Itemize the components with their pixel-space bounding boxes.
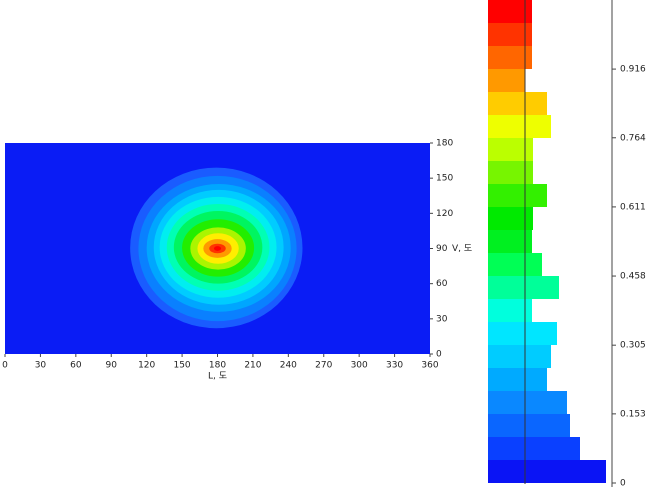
histogram-bar [488, 46, 532, 69]
x-tick-label: 90 [106, 361, 118, 371]
x-tick-label: 210 [244, 361, 261, 371]
x-tick-label: 270 [315, 361, 332, 371]
histogram-bar [488, 69, 525, 92]
histogram-bar [488, 299, 532, 322]
y-tick-label: 0.611 [620, 202, 646, 212]
x-tick-label: 30 [35, 361, 47, 371]
x-tick-label: 150 [173, 361, 190, 371]
x-tick-label: 360 [421, 361, 438, 371]
histogram-bar [488, 253, 542, 276]
y-tick-label: 0.764 [620, 133, 646, 143]
histogram-bar [488, 345, 551, 368]
histogram-bar [488, 368, 547, 391]
y-tick-label: 180 [436, 139, 453, 149]
histogram-bar [488, 230, 532, 253]
histogram-bar [488, 414, 570, 437]
y-tick-label: 0 [620, 479, 626, 488]
x-tick-label: 330 [386, 361, 403, 371]
y-tick-label: 90 [436, 244, 448, 254]
x-axis-label: L, 도 [208, 372, 227, 382]
contour-ring [213, 246, 222, 251]
y-tick-label: 0 [436, 350, 442, 360]
histogram-bar [488, 322, 557, 345]
histogram-bar [488, 437, 580, 460]
histogram-bar [488, 115, 551, 138]
y-tick-label: 0.305 [620, 341, 646, 351]
histogram-bar [488, 207, 533, 230]
histogram-bar [488, 276, 559, 299]
y-tick-label: 0.916 [620, 65, 646, 75]
x-tick-label: 120 [138, 361, 155, 371]
y-tick-label: 60 [436, 279, 448, 289]
x-tick-label: 60 [70, 361, 82, 371]
histogram-bar [488, 391, 567, 414]
y-tick-label: 30 [436, 314, 448, 324]
histogram-bar [488, 0, 532, 23]
x-tick-label: 300 [351, 361, 368, 371]
y-tick-label: 0.458 [620, 272, 646, 282]
x-tick-label: 240 [280, 361, 297, 371]
histogram-bar [488, 161, 533, 184]
y-tick-label: 150 [436, 174, 453, 184]
histogram-bar [488, 138, 533, 161]
histogram-bar [488, 92, 547, 115]
y-tick-label: 0.153 [620, 409, 646, 419]
y-tick-label: 120 [436, 209, 453, 219]
histogram-bar [488, 23, 532, 46]
y-axis-label: V, 도 [452, 244, 472, 254]
histogram-bar [488, 184, 547, 207]
x-tick-label: 180 [209, 361, 226, 371]
histogram-bar [488, 460, 606, 483]
x-tick-label: 0 [2, 361, 8, 371]
